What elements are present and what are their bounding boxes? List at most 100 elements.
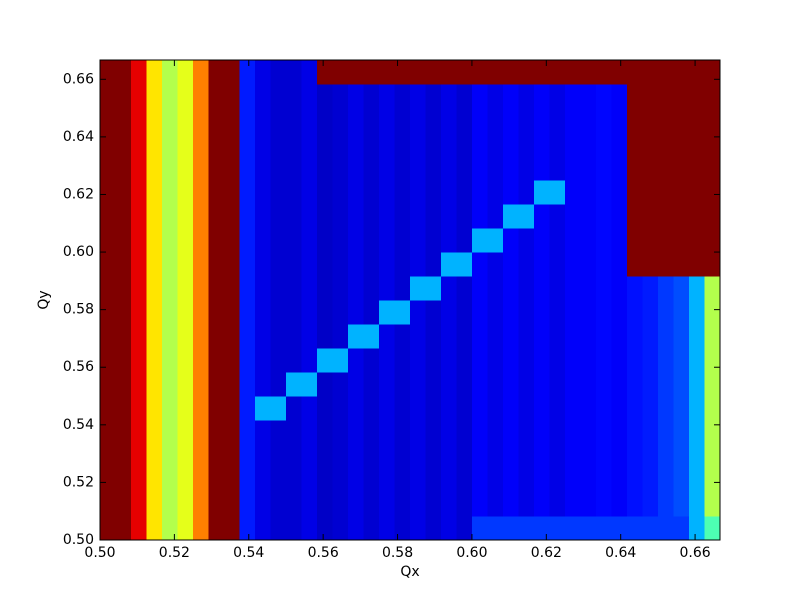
heatmap-cell — [363, 252, 380, 277]
heatmap-cell — [379, 444, 395, 469]
heatmap-cell — [394, 180, 411, 205]
x-tick-label: 0.62 — [531, 545, 562, 561]
heatmap-cell — [472, 228, 488, 253]
heatmap-cell — [487, 276, 504, 301]
heatmap-cell — [611, 156, 628, 181]
heatmap-cell — [131, 108, 147, 133]
heatmap-cell — [503, 396, 519, 421]
heatmap-cell — [270, 372, 287, 397]
heatmap-cell — [115, 180, 132, 205]
heatmap-cell — [565, 372, 581, 397]
heatmap-cell — [317, 348, 333, 373]
heatmap-cell — [317, 468, 333, 493]
heatmap-cell — [100, 228, 116, 253]
heatmap-cell — [611, 444, 628, 469]
y-tick-label: 0.52 — [63, 474, 94, 490]
heatmap-cell — [348, 156, 364, 181]
heatmap-cell — [115, 444, 132, 469]
heatmap-cell — [673, 324, 690, 349]
heatmap-cell — [363, 108, 380, 133]
heatmap-cell — [394, 252, 411, 277]
heatmap-cell — [239, 372, 256, 397]
heatmap-cell — [689, 228, 705, 253]
heatmap-cell — [456, 468, 473, 493]
heatmap-cell — [565, 108, 581, 133]
heatmap-cell — [472, 420, 488, 445]
heatmap-cell — [518, 108, 535, 133]
heatmap-cell — [410, 180, 426, 205]
heatmap-cell — [286, 372, 302, 397]
heatmap-cell — [565, 156, 581, 181]
heatmap-cell — [673, 180, 690, 205]
heatmap-cell — [580, 348, 597, 373]
heatmap-cell — [565, 276, 581, 301]
heatmap-cell — [596, 156, 612, 181]
heatmap-cell — [456, 276, 473, 301]
x-tick-label: 0.64 — [605, 545, 636, 561]
heatmap-cell — [518, 228, 535, 253]
heatmap-cell — [379, 348, 395, 373]
heatmap-cell — [534, 468, 550, 493]
heatmap-cell — [611, 84, 628, 109]
heatmap-cell — [177, 492, 194, 517]
heatmap-cell — [487, 132, 504, 157]
heatmap-cell — [565, 228, 581, 253]
heatmap-cell — [580, 396, 597, 421]
y-axis-label: Qy — [36, 290, 52, 309]
heatmap-cell — [487, 252, 504, 277]
heatmap-cell — [518, 420, 535, 445]
heatmap-cell — [131, 204, 147, 229]
heatmap-cell — [255, 132, 271, 157]
y-tick-label: 0.58 — [63, 302, 94, 318]
heatmap-cell — [596, 324, 612, 349]
heatmap-cell — [673, 420, 690, 445]
heatmap-cell — [580, 300, 597, 325]
heatmap-cell — [162, 228, 178, 253]
heatmap-cell — [193, 444, 209, 469]
heatmap-cell — [332, 108, 349, 133]
heatmap-cell — [177, 276, 194, 301]
heatmap-cell — [580, 132, 597, 157]
heatmap-cell — [255, 252, 271, 277]
heatmap-cell — [208, 420, 225, 445]
heatmap-cell — [162, 276, 178, 301]
heatmap-cell — [363, 492, 380, 517]
heatmap-cell — [239, 516, 256, 541]
heatmap-cell — [472, 492, 488, 517]
heatmap-cell — [239, 84, 256, 109]
heatmap-cell — [193, 228, 209, 253]
heatmap-cell — [379, 372, 395, 397]
heatmap-cell — [286, 60, 302, 85]
heatmap-cell — [642, 348, 659, 373]
heatmap-cell — [317, 420, 333, 445]
heatmap-cell — [611, 396, 628, 421]
heatmap-cell — [332, 396, 349, 421]
heatmap-cell — [549, 132, 566, 157]
heatmap-cell — [456, 60, 473, 85]
heatmap-cell — [363, 60, 380, 85]
heatmap-cell — [131, 516, 147, 541]
heatmap-cell — [487, 156, 504, 181]
heatmap-cell — [131, 372, 147, 397]
heatmap-cell — [348, 420, 364, 445]
heatmap-cell — [627, 180, 643, 205]
heatmap-cell — [115, 516, 132, 541]
heatmap-cell — [100, 204, 116, 229]
heatmap-cell — [162, 516, 178, 541]
heatmap-cell — [518, 372, 535, 397]
heatmap-cell — [487, 372, 504, 397]
heatmap-cell — [100, 420, 116, 445]
heatmap-cell — [611, 492, 628, 517]
heatmap-cell — [456, 252, 473, 277]
heatmap-cell — [332, 300, 349, 325]
heatmap-cell — [580, 492, 597, 517]
heatmap-cell — [224, 492, 240, 517]
heatmap-cell — [642, 156, 659, 181]
heatmap-cell — [332, 180, 349, 205]
heatmap-cell — [503, 60, 519, 85]
heatmap-cell — [394, 276, 411, 301]
heatmap-cell — [255, 444, 271, 469]
heatmap-cell — [549, 420, 566, 445]
heatmap-cell — [177, 348, 194, 373]
heatmap-cell — [410, 84, 426, 109]
